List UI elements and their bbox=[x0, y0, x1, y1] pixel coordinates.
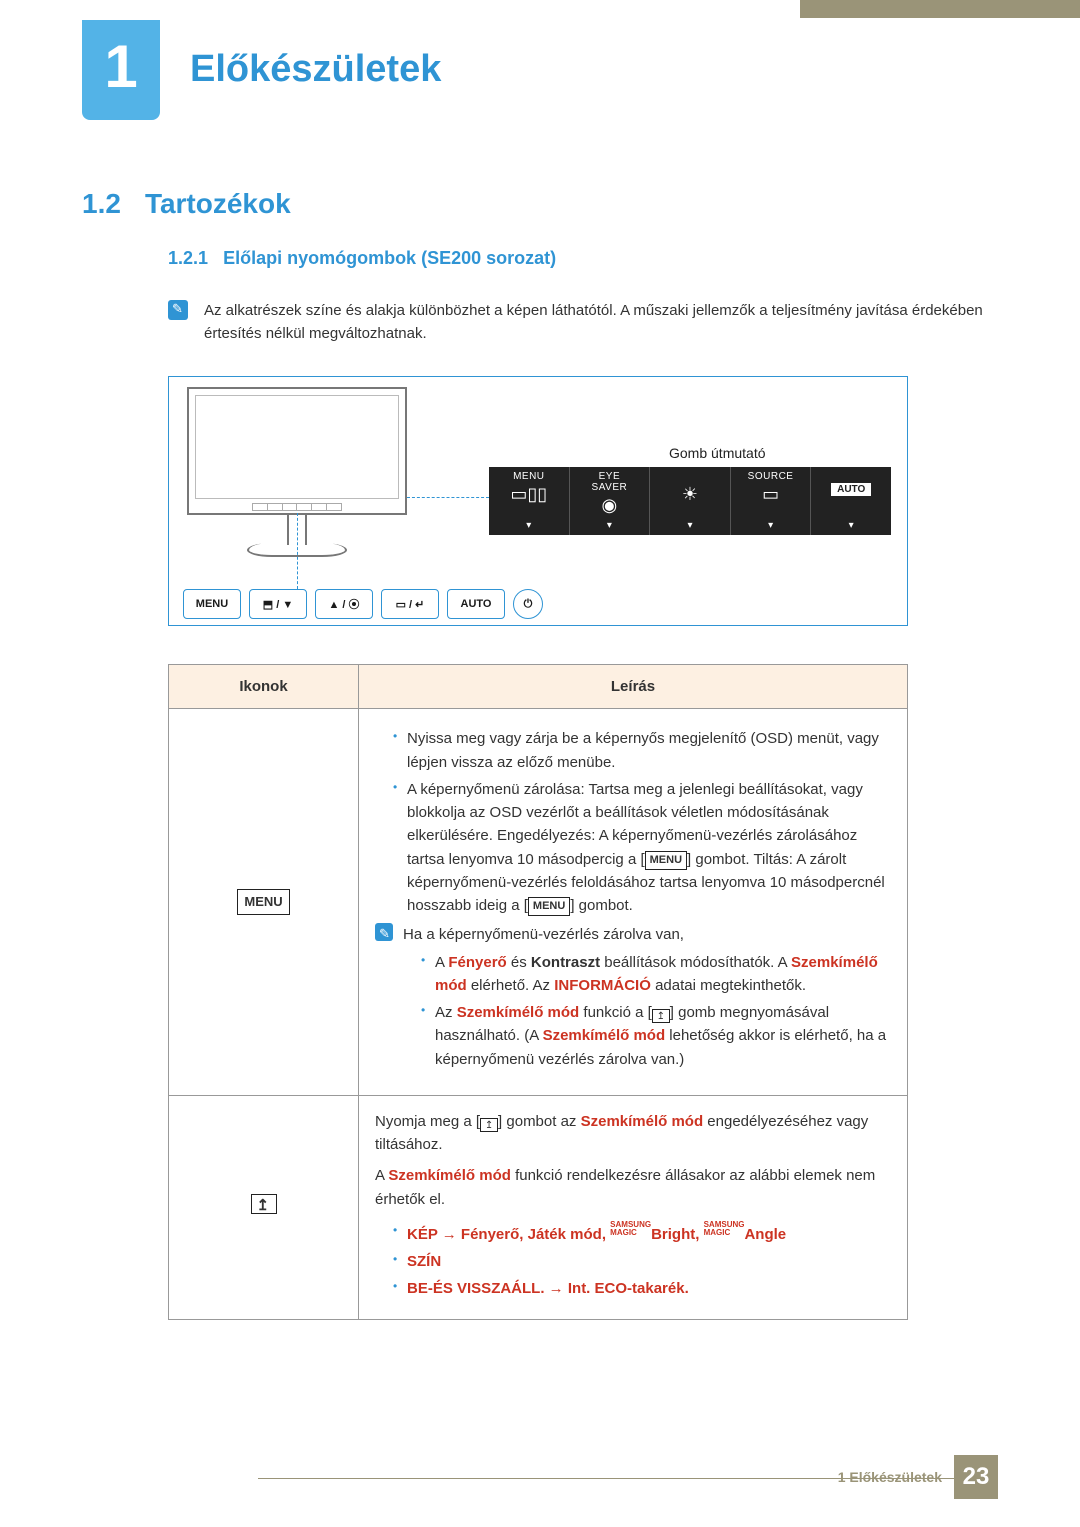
page-footer: 1 Előkészületek 23 bbox=[838, 1455, 998, 1499]
button-diagram: Gomb útmutató MENU ▭▯▯ ▾ EYE SAVER ◉ ▾ ☀… bbox=[168, 376, 908, 626]
footer-page-number: 23 bbox=[954, 1455, 998, 1499]
osd-auto-badge: AUTO bbox=[831, 483, 871, 496]
eyesaver-li-3: BE-ÉS VISSZAÁLL. → Int. ECO-takarék. bbox=[393, 1277, 891, 1300]
menu-bullet-2: A képernyőmenü zárolása: Tartsa meg a je… bbox=[393, 778, 891, 918]
btn-down: ⬒ / ▼ bbox=[249, 589, 307, 619]
osd-label-eyesaver: EYE SAVER bbox=[570, 471, 650, 493]
osd-icon-eye: ◉ bbox=[570, 495, 650, 516]
menu-bullet-1: Nyissa meg vagy zárja be a képernyős meg… bbox=[393, 727, 891, 774]
osd-icon-brightness: ☀ bbox=[650, 484, 730, 505]
note-block: Az alkatrészek színe és alakja különbözh… bbox=[168, 300, 998, 345]
btn-menu: MENU bbox=[183, 589, 241, 619]
osd-cell-menu: MENU ▭▯▯ ▾ bbox=[489, 467, 570, 535]
monitor-outline bbox=[187, 387, 407, 515]
section-title: Tartozékok bbox=[145, 188, 291, 220]
table-header-row: Ikonok Leírás bbox=[169, 665, 908, 709]
section-number: 1.2 bbox=[82, 188, 121, 220]
note-icon bbox=[168, 300, 188, 320]
osd-icon-menu: ▭▯▯ bbox=[489, 484, 569, 505]
menu-icon-label: MENU bbox=[237, 889, 289, 915]
ikon-cell-eyesaver bbox=[169, 1095, 359, 1319]
desc-cell-eyesaver: Nyomja meg a [↥] gombot az Szemkímélő mó… bbox=[359, 1095, 908, 1319]
button-guide-label: Gomb útmutató bbox=[669, 445, 766, 461]
osd-arrow-icon: ▾ bbox=[849, 520, 854, 531]
samsung-magic-prefix: SAMSUNGMAGIC bbox=[610, 1221, 651, 1237]
btn-auto: AUTO bbox=[447, 589, 505, 619]
subsection-title: Előlapi nyomógombok (SE200 sorozat) bbox=[223, 248, 556, 268]
btn-power: ⏻ bbox=[513, 589, 543, 619]
osd-guide-bar: MENU ▭▯▯ ▾ EYE SAVER ◉ ▾ ☀ ▾ SOURCE ▭ ▾ … bbox=[489, 467, 891, 535]
table-row-eyesaver: Nyomja meg a [↥] gombot az Szemkímélő mó… bbox=[169, 1095, 908, 1319]
button-description-table: Ikonok Leírás MENU Nyissa meg vagy zárja… bbox=[168, 664, 908, 1320]
nested-bullet-2: Az Szemkímélő mód funkció a [↥] gomb meg… bbox=[421, 1001, 891, 1071]
osd-arrow-icon: ▾ bbox=[768, 520, 773, 531]
monitor-screen bbox=[195, 395, 399, 499]
desc-cell-menu: Nyissa meg vagy zárja be a képernyős meg… bbox=[359, 709, 908, 1096]
osd-label-menu: MENU bbox=[489, 471, 569, 482]
samsung-magic-prefix: SAMSUNGMAGIC bbox=[704, 1221, 745, 1237]
note-text: Az alkatrészek színe és alakja különbözh… bbox=[204, 300, 998, 345]
subsection-heading: 1.2.1 Előlapi nyomógombok (SE200 sorozat… bbox=[168, 248, 556, 269]
osd-icon-source: ▭ bbox=[731, 484, 811, 505]
guide-dash-vertical bbox=[297, 513, 298, 589]
chapter-number-tab: 1 bbox=[82, 20, 160, 120]
ikon-cell-menu: MENU bbox=[169, 709, 359, 1096]
btn-enter: ▭ / ↵ bbox=[381, 589, 439, 619]
osd-label-blank bbox=[650, 471, 730, 482]
chapter-title: Előkészületek bbox=[190, 48, 441, 91]
btn-up: ▲ / ⦿ bbox=[315, 589, 373, 619]
monitor-button-strip bbox=[252, 503, 342, 511]
table-row-menu: MENU Nyissa meg vagy zárja be a képernyő… bbox=[169, 709, 908, 1096]
osd-cell-eyesaver: EYE SAVER ◉ ▾ bbox=[570, 467, 651, 535]
eyesaver-para-1: Nyomja meg a [↥] gombot az Szemkímélő mó… bbox=[375, 1110, 891, 1157]
osd-label-source: SOURCE bbox=[731, 471, 811, 482]
eyesaver-para-2: A Szemkímélő mód funkció rendelkezésre á… bbox=[375, 1164, 891, 1211]
eyesaver-button-icon bbox=[251, 1194, 277, 1214]
osd-arrow-icon: ▾ bbox=[607, 520, 612, 531]
nested-note-intro: Ha a képernyőmenü-vezérlés zárolva van, bbox=[403, 923, 891, 946]
osd-cell-bright: ☀ ▾ bbox=[650, 467, 731, 535]
top-accent-bar bbox=[800, 0, 1080, 18]
note-icon bbox=[375, 923, 393, 941]
subsection-number: 1.2.1 bbox=[168, 248, 208, 268]
nested-bullet-1: A Fényerő és Kontraszt beállítások módos… bbox=[421, 951, 891, 998]
header-leiras: Leírás bbox=[359, 665, 908, 709]
footer-chapter-label: 1 Előkészületek bbox=[838, 1469, 942, 1485]
header-ikonok: Ikonok bbox=[169, 665, 359, 709]
guide-dash-horizontal bbox=[407, 497, 489, 498]
nested-note: Ha a képernyőmenü-vezérlés zárolva van, … bbox=[375, 923, 891, 1075]
osd-cell-source: SOURCE ▭ ▾ bbox=[731, 467, 812, 535]
eyesaver-li-1: KÉP → Fényerő, Játék mód, SAMSUNGMAGICBr… bbox=[393, 1221, 891, 1246]
osd-arrow-icon: ▾ bbox=[687, 520, 692, 531]
eyesaver-key-icon: ↥ bbox=[480, 1118, 498, 1132]
osd-cell-auto: AUTO ▾ bbox=[811, 467, 891, 535]
osd-arrow-icon: ▾ bbox=[526, 520, 531, 531]
section-heading: 1.2 Tartozékok bbox=[82, 188, 291, 220]
eyesaver-li-2: SZÍN bbox=[393, 1250, 891, 1273]
eyesaver-key-icon: ↥ bbox=[652, 1009, 670, 1023]
physical-button-row: MENU ⬒ / ▼ ▲ / ⦿ ▭ / ↵ AUTO ⏻ bbox=[183, 589, 543, 619]
